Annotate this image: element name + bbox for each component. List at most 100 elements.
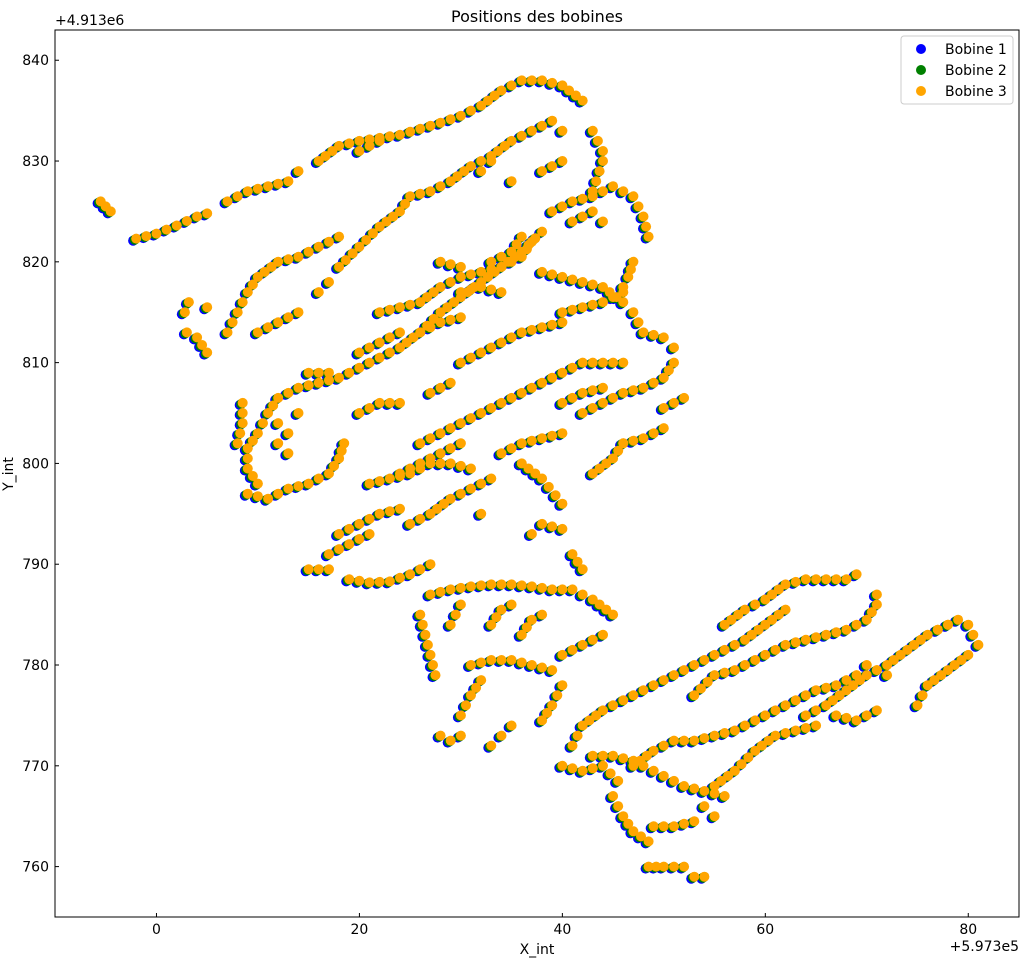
data-point	[364, 478, 375, 489]
data-point	[455, 710, 466, 721]
data-point	[628, 826, 639, 837]
data-point	[347, 248, 358, 259]
data-point	[235, 428, 246, 439]
data-point	[476, 478, 487, 489]
data-point	[770, 705, 781, 716]
y-tick-label: 790	[22, 557, 49, 573]
data-point	[587, 750, 598, 761]
data-point	[557, 523, 568, 534]
data-point	[790, 725, 801, 736]
data-point	[628, 690, 639, 701]
data-point	[435, 181, 446, 192]
data-point	[521, 244, 532, 255]
data-point	[242, 287, 253, 298]
data-point	[557, 125, 568, 136]
data-point	[466, 269, 476, 280]
data-point	[572, 556, 583, 567]
data-point	[643, 861, 654, 872]
data-point	[547, 319, 558, 330]
data-point	[247, 435, 258, 446]
data-point	[466, 352, 476, 363]
data-point	[334, 372, 345, 383]
data-point	[506, 655, 517, 665]
data-point	[658, 675, 669, 686]
data-point	[729, 725, 740, 736]
data-point	[547, 521, 558, 532]
data-point	[790, 576, 801, 587]
data-point	[679, 665, 690, 676]
data-point	[669, 735, 679, 746]
data-point	[638, 685, 649, 696]
data-point	[729, 765, 740, 776]
data-point	[496, 397, 507, 408]
data-point	[237, 418, 248, 429]
data-point	[263, 408, 274, 418]
data-point	[587, 634, 598, 645]
data-point	[252, 327, 263, 338]
data-point	[516, 629, 527, 640]
data-point	[608, 292, 619, 303]
axes-frame	[54, 29, 1020, 918]
data-point	[471, 682, 482, 693]
data-point	[547, 115, 558, 126]
data-point	[324, 236, 334, 247]
data-point	[547, 665, 558, 676]
data-point	[445, 259, 456, 270]
data-point	[557, 271, 568, 282]
data-point	[648, 745, 659, 756]
data-point	[618, 357, 629, 368]
data-point	[743, 752, 754, 763]
data-point	[643, 231, 654, 242]
data-point	[313, 473, 324, 484]
data-point	[577, 95, 588, 106]
data-point	[247, 279, 258, 290]
data-point	[570, 90, 581, 101]
data-point	[313, 241, 324, 252]
data-point	[384, 304, 395, 315]
data-point	[557, 201, 568, 212]
data-point	[455, 271, 466, 282]
data-point	[425, 120, 436, 131]
data-point	[334, 261, 345, 272]
data-point	[521, 622, 532, 633]
data-point	[699, 871, 710, 882]
data-point	[486, 619, 497, 630]
data-point	[445, 619, 456, 630]
data-point	[105, 206, 116, 217]
data-point	[516, 75, 527, 86]
data-point	[557, 428, 568, 439]
data-point	[709, 649, 720, 660]
data-point	[658, 403, 669, 413]
data-point	[466, 581, 476, 592]
data-point	[486, 156, 497, 166]
data-point	[973, 639, 984, 650]
data-point	[689, 660, 700, 670]
data-point	[577, 193, 588, 204]
data-point	[537, 75, 548, 86]
data-point	[324, 367, 334, 378]
data-point	[415, 564, 426, 575]
data-point	[932, 624, 943, 635]
data-point	[577, 211, 588, 222]
data-point	[587, 357, 598, 368]
data-point	[719, 728, 730, 738]
data-point	[613, 801, 624, 812]
data-point	[496, 604, 507, 615]
data-point	[415, 609, 426, 620]
data-point	[547, 584, 558, 595]
data-point	[922, 629, 933, 640]
data-point	[628, 307, 639, 318]
data-point	[851, 715, 862, 726]
data-point	[202, 302, 213, 313]
data-point	[956, 655, 967, 665]
data-point	[506, 135, 517, 146]
data-point	[425, 559, 436, 570]
data-point	[384, 332, 395, 343]
data-point	[537, 377, 548, 388]
data-point	[455, 599, 466, 610]
data-point	[496, 85, 507, 96]
data-point	[496, 251, 507, 262]
data-point	[550, 490, 561, 501]
data-point	[557, 680, 568, 691]
data-point	[466, 483, 476, 494]
